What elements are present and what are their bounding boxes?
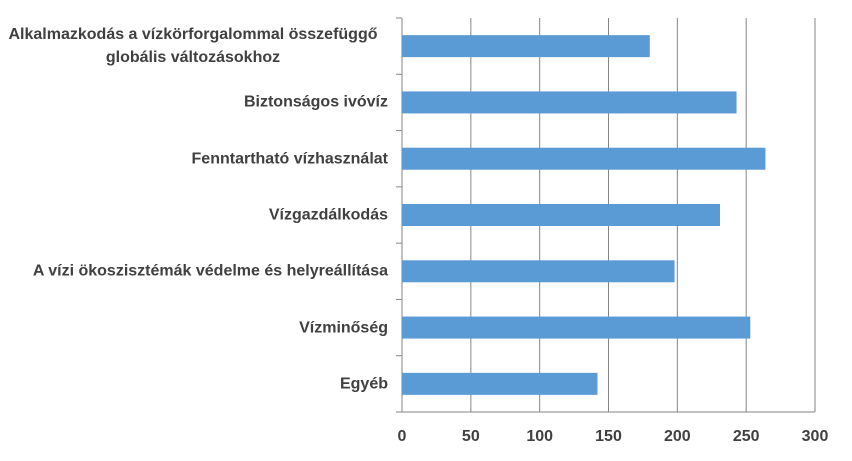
- y-tick-label: Vízgazdálkodás: [268, 206, 388, 224]
- y-tick-label: Egyéb: [339, 375, 388, 393]
- x-tick-label: 150: [595, 428, 622, 445]
- bar: [402, 372, 598, 395]
- category-label-box: Fenntartható vízhasználat: [0, 147, 388, 170]
- x-tick-label: 300: [802, 428, 829, 445]
- category-label-box: Egyéb: [0, 372, 388, 395]
- x-tick-label: 100: [526, 428, 553, 445]
- x-tick-label: 50: [462, 428, 480, 445]
- category-label-box: Alkalmazkodás a vízkörforgalommal összef…: [0, 23, 388, 69]
- bar: [402, 91, 737, 114]
- x-tick-label: 0: [398, 428, 407, 445]
- y-tick-label: Biztonságos ivóvíz: [243, 93, 388, 111]
- category-label-box: Vízgazdálkodás: [0, 204, 388, 227]
- y-tick-label: A vízi ökoszisztémák védelme és helyreál…: [32, 262, 388, 280]
- category-label-box: A vízi ökoszisztémák védelme és helyreál…: [0, 260, 388, 283]
- category-label-box: Vízminőség: [0, 316, 388, 339]
- bar: [402, 260, 675, 283]
- bar: [402, 147, 766, 170]
- y-tick-label: Vízminőség: [299, 319, 388, 337]
- y-tick-label: Fenntartható vízhasználat: [191, 150, 388, 168]
- x-tick-label: 200: [664, 428, 691, 445]
- x-tick-label: 250: [733, 428, 760, 445]
- bar: [402, 316, 751, 339]
- y-tick-label: Alkalmazkodás a vízkörforgalommal összef…: [8, 26, 378, 67]
- category-label-box: Biztonságos ivóvíz: [0, 91, 388, 114]
- bar: [402, 35, 650, 58]
- bar: [402, 204, 721, 226]
